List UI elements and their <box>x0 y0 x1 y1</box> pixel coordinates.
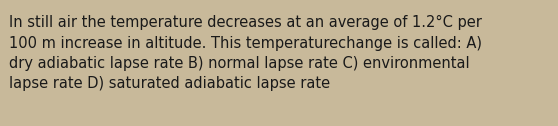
Text: In still air the temperature decreases at an average of 1.2°C per
100 m increase: In still air the temperature decreases a… <box>9 15 482 91</box>
